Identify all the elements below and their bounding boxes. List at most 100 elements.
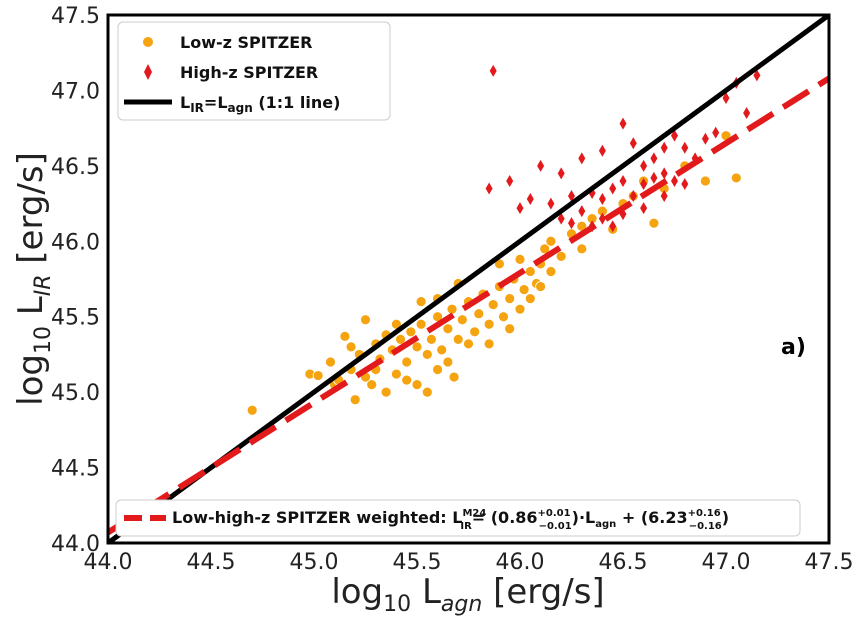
high-z-points [485, 64, 761, 233]
low-z-point [366, 379, 378, 391]
low-z-point [514, 303, 526, 315]
x-axis-label: log10 Lagn [erg/s] [331, 572, 604, 617]
low-z-point [390, 368, 402, 380]
low-z-point [360, 314, 371, 326]
x-tick-label: 46.0 [496, 550, 545, 575]
low-z-point [421, 349, 433, 360]
axes-frame [106, 13, 831, 545]
legend: Low-z SPITZER High-z SPITZER LIR=Lagn (1… [117, 21, 391, 121]
low-z-point [545, 235, 557, 247]
low-z-point [473, 308, 485, 320]
high-z-point [722, 91, 730, 104]
low-z-point [504, 323, 516, 335]
y-tick-labels: 44.0 44.5 45.0 45.5 46.0 46.5 47.0 47.5 [51, 4, 100, 557]
low-z-point [446, 303, 458, 315]
high-z-point [489, 64, 497, 77]
y-tick-label: 47.5 [51, 4, 100, 29]
y-axis-label: log10 LIR [erg/s] [11, 152, 56, 406]
high-z-point [537, 159, 545, 172]
high-z-point [526, 193, 534, 206]
high-z-point [660, 141, 668, 154]
low-z-point [483, 318, 495, 330]
high-z-point [598, 144, 606, 157]
low-z-point [700, 175, 711, 187]
low-z-point [469, 326, 481, 338]
low-z-point [535, 281, 546, 292]
high-z-point [516, 202, 524, 215]
fit-legend-box [115, 499, 801, 537]
y-tick-label: 47.0 [51, 79, 100, 104]
high-z-point [568, 217, 575, 230]
y-tick-label: 44.0 [51, 532, 100, 557]
low-z-point [539, 243, 551, 255]
plot-layer [108, 15, 829, 543]
low-z-point [345, 341, 357, 353]
y-tick-label: 46.0 [51, 230, 100, 255]
low-z-point [487, 299, 499, 311]
low-z-point [555, 250, 567, 262]
low-z-point [395, 333, 406, 345]
high-z-point [609, 220, 617, 233]
y-tick-label: 45.5 [51, 306, 100, 331]
low-z-point [415, 296, 427, 308]
low-z-point [426, 333, 437, 345]
low-z-point [401, 356, 413, 368]
low-z-point [730, 172, 742, 184]
low-z-point [498, 311, 509, 323]
high-z-point [671, 174, 678, 187]
x-tick-label: 45.5 [393, 550, 442, 575]
low-z-point [442, 356, 454, 368]
high-z-point [598, 193, 606, 206]
high-z-point [557, 212, 565, 225]
high-z-point [660, 167, 668, 180]
low-z-point [411, 379, 423, 391]
low-z-point [545, 266, 557, 277]
high-z-point [660, 190, 668, 203]
high-z-point [640, 202, 648, 215]
low-z-point [648, 217, 660, 229]
x-tick-label: 46.5 [599, 550, 648, 575]
high-z-point [598, 212, 606, 225]
high-z-point [629, 190, 637, 203]
legend-box [117, 21, 391, 121]
low-z-point [405, 326, 417, 338]
high-z-point [568, 190, 575, 203]
high-z-point [701, 132, 709, 145]
high-z-point [753, 69, 761, 82]
low-z-point [349, 394, 361, 406]
high-z-point [743, 107, 751, 120]
legend-one-to-one-label: LIR=Lagn (1:1 line) [180, 93, 340, 115]
high-z-point [640, 177, 648, 190]
legend-high-z-label: High-z SPITZER [180, 63, 318, 82]
x-tick-label: 47.0 [702, 550, 751, 575]
high-z-point [578, 205, 586, 218]
low-z-point [415, 318, 427, 330]
high-z-point [619, 174, 627, 187]
fit-legend: Low-high-z SPITZER weighted: LM24 IR= (0.… [115, 499, 801, 537]
high-z-point [485, 182, 493, 195]
low-z-point [421, 386, 433, 398]
high-z-point [578, 152, 586, 165]
low-z-point [524, 266, 536, 277]
low-z-point [524, 293, 536, 305]
low-z-point [401, 374, 413, 386]
y-tick-label: 46.5 [51, 155, 100, 180]
x-tick-label: 44.5 [187, 550, 236, 575]
low-z-point [432, 364, 444, 375]
low-z-point [514, 253, 526, 265]
panel-label: a) [781, 335, 806, 360]
low-z-point [504, 293, 516, 305]
legend-low-z-label: Low-z SPITZER [180, 33, 312, 52]
low-z-point [456, 314, 468, 326]
low-z-point [452, 333, 464, 345]
low-z-point [436, 344, 448, 356]
high-z-point [629, 137, 637, 150]
x-tick-label: 44.0 [84, 550, 133, 575]
low-z-point [339, 330, 351, 342]
low-z-point [325, 356, 336, 368]
high-z-point [640, 159, 648, 172]
low-z-point [463, 338, 474, 350]
fit-line [108, 75, 829, 535]
low-z-point [576, 243, 588, 255]
